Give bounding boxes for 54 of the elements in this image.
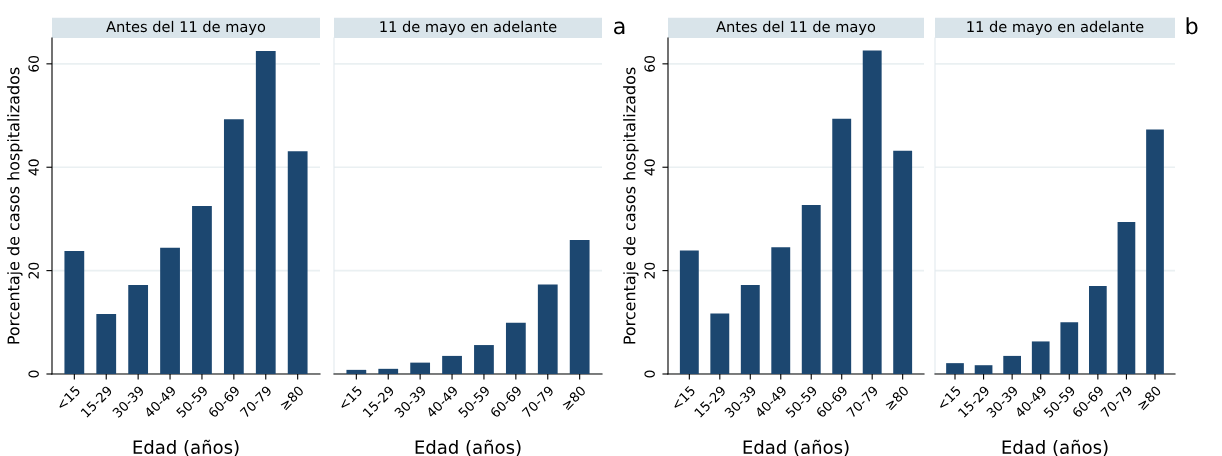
bar — [1146, 129, 1164, 374]
bar — [64, 250, 85, 374]
bar — [893, 150, 913, 374]
bar — [96, 314, 117, 374]
text: a — [614, 21, 625, 35]
bar — [287, 151, 308, 374]
bar — [537, 284, 558, 374]
chart-title: 11 de mayo en adelante — [967, 20, 1144, 35]
chart-title: 11 de mayo en adelante — [380, 20, 557, 35]
bar — [679, 250, 699, 374]
bar — [1003, 355, 1021, 374]
bar — [1117, 222, 1136, 374]
bar — [710, 313, 730, 374]
bar — [346, 369, 367, 374]
bar — [946, 363, 964, 374]
bar — [740, 285, 760, 374]
bar — [569, 240, 590, 374]
bar — [832, 118, 852, 374]
bar — [1060, 322, 1079, 374]
bar — [442, 355, 462, 374]
bar — [505, 322, 526, 374]
bar — [974, 365, 993, 374]
bar — [255, 50, 276, 374]
bar — [128, 285, 149, 374]
y-tick-label: 0 — [28, 370, 39, 378]
bar — [1089, 286, 1107, 374]
y-axis-title: Porcentaje de casos hospitalizados — [623, 67, 639, 344]
x-axis-title: Edad (años) — [133, 439, 239, 456]
text: b — [1186, 17, 1198, 35]
bar — [474, 345, 494, 374]
x-axis-title: Edad (años) — [743, 439, 849, 456]
bar — [862, 50, 882, 374]
bar — [410, 362, 431, 374]
bar — [801, 204, 821, 374]
chart-title: Antes del 11 de mayo — [716, 20, 876, 35]
x-tick-label: <15 — [337, 385, 363, 411]
bar — [1031, 341, 1050, 374]
y-tick-label: 0 — [644, 370, 655, 378]
y-axis-title: Porcentaje de casos hospitalizados — [7, 67, 23, 344]
y-tick-label: 20 — [28, 262, 39, 279]
y-tick-label: 40 — [28, 159, 39, 176]
bar — [223, 119, 244, 374]
y-tick-label: 20 — [644, 262, 655, 279]
x-axis-title: Edad (años) — [415, 439, 521, 456]
x-axis-title: Edad (años) — [1002, 439, 1108, 456]
chart-title: Antes del 11 de mayo — [106, 20, 266, 35]
bar — [160, 247, 180, 374]
y-tick-label: 60 — [644, 55, 655, 72]
bar — [771, 247, 791, 374]
y-tick-label: 60 — [28, 55, 39, 72]
bar — [192, 206, 212, 374]
bar — [378, 368, 399, 374]
x-tick-label: <15 — [55, 385, 81, 411]
y-tick-label: 40 — [644, 159, 655, 176]
